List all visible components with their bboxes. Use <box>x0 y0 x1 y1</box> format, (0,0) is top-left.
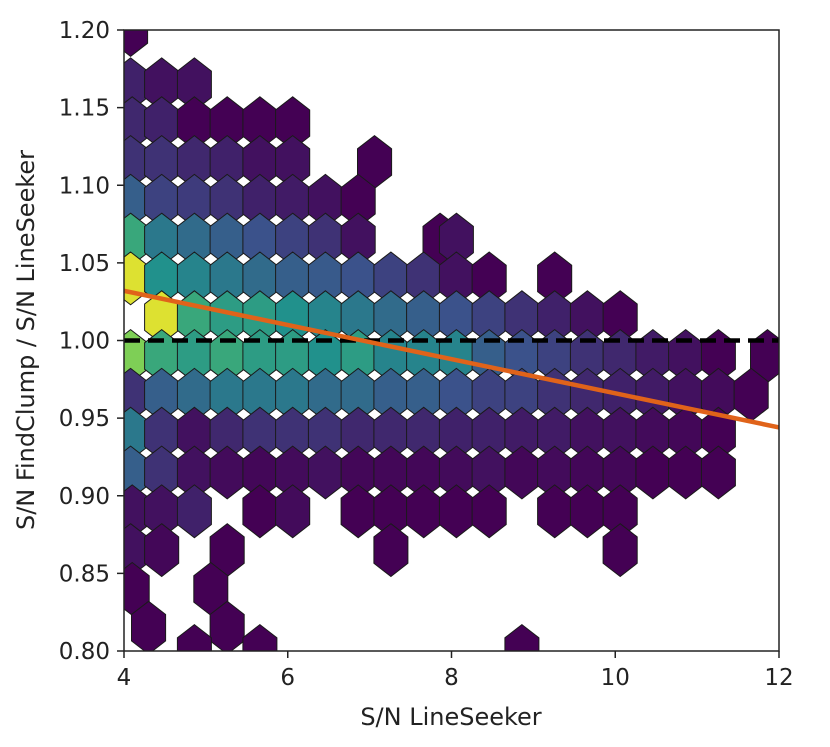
hexbin-cell <box>144 523 180 578</box>
hexbin-cell <box>307 445 343 500</box>
hexbin-cell <box>635 445 671 500</box>
hexbin-cell <box>504 623 540 651</box>
y-tick-label: 0.80 <box>59 639 110 665</box>
x-tick-label: 6 <box>280 665 295 691</box>
y-tick-label: 1.00 <box>59 329 110 355</box>
hexbin-cell <box>340 484 376 539</box>
hexbin-cell <box>406 484 442 539</box>
axis-ticks: 4 6 8 10 12 0.80 0.85 0.90 0.95 1.00 1.05 1.10 1.15 1… <box>59 18 794 691</box>
hexbin-cell <box>176 623 212 651</box>
y-tick-label: 1.15 <box>59 96 110 122</box>
x-axis-label: S/N LineSeeker <box>360 703 541 731</box>
hexbin-cell <box>124 30 149 58</box>
y-tick-label: 0.85 <box>59 561 110 587</box>
hexbin-cells <box>124 30 779 651</box>
hexbin-cell <box>438 484 474 539</box>
hexbin-cell <box>504 445 540 500</box>
hexbin-cell <box>209 600 245 651</box>
hexbin-cell <box>373 523 409 578</box>
hexbin-cell <box>668 445 704 500</box>
x-tick-label: 10 <box>601 665 630 691</box>
x-tick-label: 8 <box>444 665 459 691</box>
y-tick-label: 0.95 <box>59 406 110 432</box>
fit-line <box>124 288 779 430</box>
x-tick-label: 12 <box>764 665 793 691</box>
hexbin-cell <box>275 484 311 539</box>
hexbin-cell <box>209 445 245 500</box>
hexbin-cell <box>131 600 167 651</box>
y-tick-label: 0.90 <box>59 484 110 510</box>
y-axis-label: S/N FindClump / S/N LineSeeker <box>12 150 40 530</box>
hexbin-cell <box>700 445 736 500</box>
hexbin-cell <box>176 484 212 539</box>
hexbin-cell <box>569 484 605 539</box>
y-tick-label: 1.10 <box>59 173 110 199</box>
x-tick-label: 4 <box>117 665 132 691</box>
y-tick-label: 1.20 <box>59 18 110 44</box>
overlay-lines <box>124 288 779 430</box>
hexbin-cell <box>242 623 278 651</box>
y-tick-label: 1.05 <box>59 251 110 277</box>
hexbin-cell <box>602 523 638 578</box>
hexbin-cell <box>537 484 573 539</box>
hexbin-cell <box>242 484 278 539</box>
hexbin-cell <box>471 484 507 539</box>
